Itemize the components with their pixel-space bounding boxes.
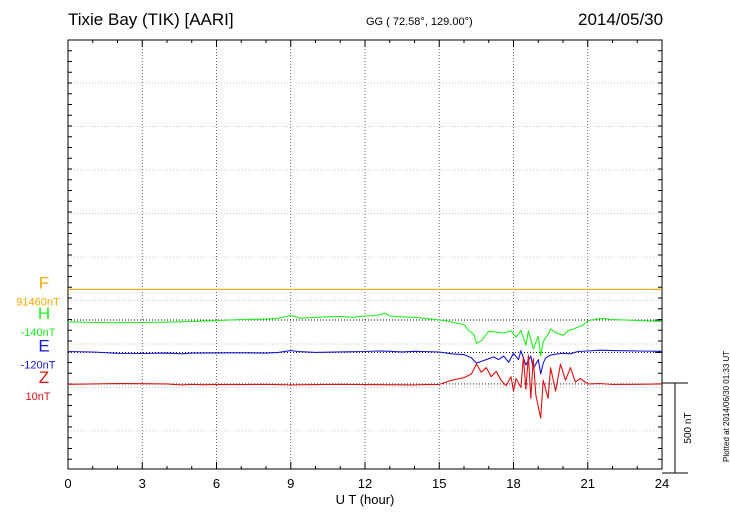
series-name-z: Z [39, 368, 49, 387]
series-baseline-z: 10nT [25, 391, 50, 403]
station-coordinates: GG ( 72.58°, 129.00°) [366, 16, 473, 28]
series-baseline-e: -120nT [21, 359, 56, 371]
x-tick-label: 0 [64, 476, 71, 491]
plot-frame [67, 39, 663, 470]
series-name-e: E [38, 336, 49, 355]
scale-bar-label: 500 nT [683, 412, 694, 443]
x-tick-label: 12 [358, 476, 372, 491]
series-baseline-h: -140nT [21, 327, 56, 339]
plotted-timestamp-note: Plotted at 2014/06/30 01:33 UT [722, 350, 730, 462]
x-tick-label: 9 [287, 476, 294, 491]
series-name-h: H [38, 304, 50, 323]
series-line-h [67, 312, 663, 357]
series-baseline-f: 91460nT [16, 296, 60, 308]
x-tick-label: 15 [432, 476, 446, 491]
x-tick-label: 18 [506, 476, 520, 491]
x-tick-label: 24 [655, 476, 669, 491]
x-tick-label: 21 [581, 476, 595, 491]
station-title: Tixie Bay (TIK) [AARI] [68, 10, 234, 29]
series-line-z [67, 354, 663, 419]
series-name-f: F [39, 273, 49, 292]
x-tick-label: 3 [139, 476, 146, 491]
plot-date: 2014/05/30 [578, 10, 664, 29]
x-axis-label: U T (hour) [336, 492, 395, 507]
x-tick-label: 6 [213, 476, 220, 491]
series-line-e [67, 349, 663, 375]
